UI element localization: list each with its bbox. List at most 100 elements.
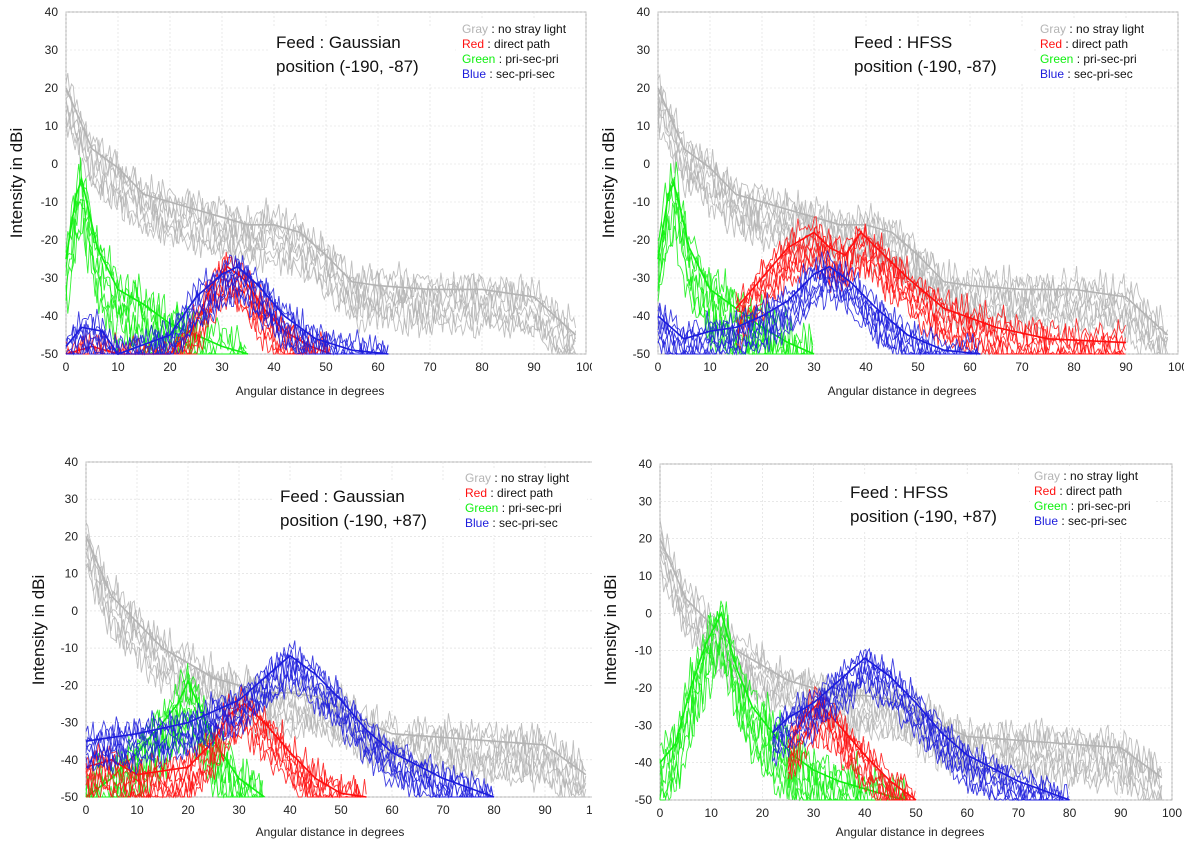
series-line-gray — [65, 89, 577, 340]
series-line-gray — [659, 519, 1163, 780]
series-envelope-gray — [85, 536, 587, 776]
y-tick-label: -50 — [633, 347, 651, 361]
x-tick-label: 40 — [283, 803, 297, 817]
series-line-blue — [657, 273, 981, 356]
series-envelope-red — [735, 231, 1127, 344]
series-line-gray — [659, 550, 1163, 801]
legend-entry: Red : direct path — [465, 486, 553, 500]
series-envelope-blue — [772, 657, 1070, 801]
series-envelope-blue — [65, 265, 389, 355]
x-tick-label: 20 — [181, 803, 195, 817]
annotation-line: Feed : HFSS — [850, 483, 948, 502]
x-tick-label: 90 — [538, 803, 552, 817]
series-line-blue — [772, 647, 1069, 801]
x-tick-label: 50 — [319, 360, 333, 374]
x-tick-label: 0 — [657, 806, 664, 820]
x-tick-label: 70 — [1012, 806, 1026, 820]
legend-entry: Green : pri-sec-pri — [1040, 52, 1137, 66]
y-tick-label: 0 — [71, 604, 78, 618]
series-envelope-gray — [65, 87, 577, 336]
legend-entry: Gray : no stray light — [1040, 22, 1145, 36]
chart-svg-4: 0 10 20 30 40 50 60 70 80 90 100403020100-10-20-30… — [601, 457, 1182, 839]
x-axis-label: Angular distance in degrees — [256, 825, 405, 839]
y-tick-label: 30 — [637, 43, 651, 57]
series-line-gray — [85, 564, 586, 799]
x-tick-label: 20 — [755, 360, 769, 374]
legend-entry: Green : pri-sec-pri — [465, 501, 562, 515]
annotation-line: position (-190, +87) — [280, 511, 427, 530]
x-tick-label: 10 — [130, 803, 144, 817]
x-tick-label: 100 — [576, 360, 592, 374]
x-tick-label: 90 — [1114, 806, 1128, 820]
y-tick-label: 40 — [45, 5, 59, 19]
y-tick-label: 40 — [639, 457, 653, 471]
x-tick-label: 60 — [371, 360, 385, 374]
y-tick-label: 10 — [637, 119, 651, 133]
series-line-gray — [65, 112, 576, 356]
x-tick-label: 100 — [586, 803, 592, 817]
legend-entry: Gray : no stray light — [465, 471, 570, 485]
y-axis-label: Intensity in dBi — [601, 575, 620, 686]
x-tick-label: 10 — [111, 360, 125, 374]
annotation-line: Feed : Gaussian — [276, 33, 401, 52]
x-tick-label: 20 — [756, 806, 770, 820]
chart-panel-4: 0 10 20 30 40 50 60 70 80 90 100 40 30 20 10 0 -10 -20 -30… — [592, 422, 1184, 844]
y-tick-label: 0 — [645, 606, 652, 620]
y-tick-label: -30 — [61, 716, 79, 730]
y-tick-label: 10 — [65, 567, 79, 581]
x-axis-label: Angular distance in degrees — [836, 825, 985, 839]
series-line-gray — [65, 105, 577, 356]
y-tick-label: -10 — [61, 641, 79, 655]
y-axis-label: Intensity in dBi — [599, 128, 618, 239]
x-tick-label: 100 — [1168, 360, 1184, 374]
x-tick-label: 70 — [436, 803, 450, 817]
x-tick-label: 50 — [909, 806, 923, 820]
x-tick-label: 30 — [807, 806, 821, 820]
x-tick-label: 80 — [1063, 806, 1077, 820]
x-tick-label: 60 — [385, 803, 399, 817]
series-line-red — [735, 216, 1126, 350]
x-tick-label: 80 — [487, 803, 501, 817]
series-line-blue — [657, 250, 981, 356]
series-envelope-green — [65, 176, 249, 355]
x-tick-label: 60 — [963, 360, 977, 374]
series-line-gray — [65, 97, 576, 355]
legend-entry: Gray : no stray light — [1034, 469, 1139, 483]
legend-entry: Red : direct path — [1034, 484, 1122, 498]
x-tick-label: 70 — [423, 360, 437, 374]
legend-entry: Blue : sec-pri-sec — [462, 67, 555, 81]
annotation-line: position (-190, +87) — [850, 507, 997, 526]
y-tick-label: -10 — [633, 195, 651, 209]
chart-svg-3: 0102030405060708090100403020100-10-20-30… — [29, 455, 592, 839]
x-tick-label: 80 — [475, 360, 489, 374]
y-axis-label: Intensity in dBi — [7, 128, 26, 239]
series-line-blue — [85, 670, 493, 798]
x-tick-label: 40 — [859, 360, 873, 374]
series-line-gray — [85, 522, 587, 772]
x-tick-label: 10 — [705, 806, 719, 820]
series-envelope-blue — [85, 654, 495, 798]
chart-svg-2: 0102030405060708090100403020100-10-20-30… — [599, 5, 1184, 398]
annotation-line: Feed : HFSS — [854, 33, 952, 52]
y-tick-label: -40 — [61, 753, 79, 767]
series-red — [735, 216, 1127, 356]
chart-svg-1: 0102030405060708090100403020100-10-20-30… — [7, 5, 592, 398]
series-line-red — [735, 233, 1126, 356]
y-tick-label: 20 — [45, 81, 59, 95]
y-tick-label: 40 — [65, 455, 79, 469]
y-tick-label: 0 — [643, 157, 650, 171]
series-blue — [657, 250, 981, 356]
series-gray — [65, 73, 577, 356]
x-tick-label: 60 — [961, 806, 975, 820]
series-line-gray — [85, 538, 586, 791]
annotation-box — [848, 26, 1033, 82]
annotation-box — [270, 26, 455, 82]
legend-box — [1030, 467, 1156, 533]
legend-entry: Blue : sec-pri-sec — [1040, 67, 1133, 81]
series-line-red — [85, 696, 367, 798]
x-tick-label: 70 — [1015, 360, 1029, 374]
x-tick-label: 0 — [83, 803, 90, 817]
x-tick-label: 50 — [911, 360, 925, 374]
legend-box — [461, 469, 587, 535]
series-blue — [772, 647, 1070, 802]
